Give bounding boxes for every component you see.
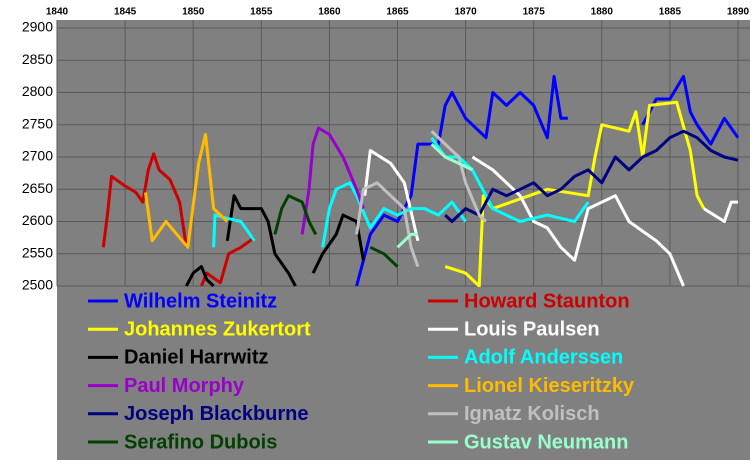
y-tick-label: 2800 bbox=[22, 83, 53, 99]
y-tick-label: 2600 bbox=[22, 212, 53, 228]
series-line bbox=[355, 130, 488, 268]
legend-label: Adolf Anderssen bbox=[464, 347, 623, 369]
x-tick-label: 1850 bbox=[182, 7, 205, 18]
x-tick-label: 1855 bbox=[250, 7, 273, 18]
y-tick-label: 2750 bbox=[22, 115, 53, 131]
series-line bbox=[363, 149, 738, 287]
y-tick-label: 2500 bbox=[22, 277, 53, 293]
legend-label: Ignatz Kolisch bbox=[464, 403, 600, 425]
legend-label: Johannes Zukertort bbox=[124, 318, 311, 340]
series-line bbox=[444, 100, 706, 288]
x-tick-label: 1840 bbox=[46, 7, 69, 18]
legend-background bbox=[57, 287, 750, 460]
x-tick-label: 1845 bbox=[114, 7, 137, 18]
x-tick-label: 1865 bbox=[386, 7, 409, 18]
y-tick-label: 2900 bbox=[22, 19, 53, 35]
legend-label: Lionel Kieseritzky bbox=[464, 375, 635, 397]
legend-label: Paul Morphy bbox=[124, 375, 245, 397]
legend-label: Daniel Harrwitz bbox=[124, 347, 268, 369]
legend-label: Howard Staunton bbox=[464, 290, 630, 312]
series-line bbox=[396, 143, 474, 249]
series-line bbox=[355, 74, 740, 287]
legend-label: Serafino Dubois bbox=[124, 431, 277, 453]
series-line bbox=[300, 126, 365, 235]
series-line bbox=[273, 194, 399, 268]
series-line bbox=[444, 129, 739, 223]
x-tick-label: 1870 bbox=[454, 7, 477, 18]
series-line bbox=[144, 132, 229, 249]
y-tick-label: 2700 bbox=[22, 148, 53, 164]
y-tick-label: 2850 bbox=[22, 51, 53, 67]
y-tick-label: 2650 bbox=[22, 180, 53, 196]
x-tick-label: 1875 bbox=[523, 7, 546, 18]
y-tick-label: 2550 bbox=[22, 244, 53, 260]
legend-label: Wilhelm Steinitz bbox=[124, 290, 277, 312]
legend-label: Louis Paulsen bbox=[464, 318, 600, 340]
legend-label: Joseph Blackburne bbox=[124, 403, 309, 425]
x-tick-label: 1860 bbox=[318, 7, 341, 18]
x-tick-label: 1885 bbox=[659, 7, 682, 18]
series-line bbox=[212, 136, 590, 248]
x-tick-label: 1890 bbox=[727, 7, 750, 18]
legend-label: Gustav Neumann bbox=[464, 431, 628, 453]
x-tick-label: 1880 bbox=[591, 7, 614, 18]
